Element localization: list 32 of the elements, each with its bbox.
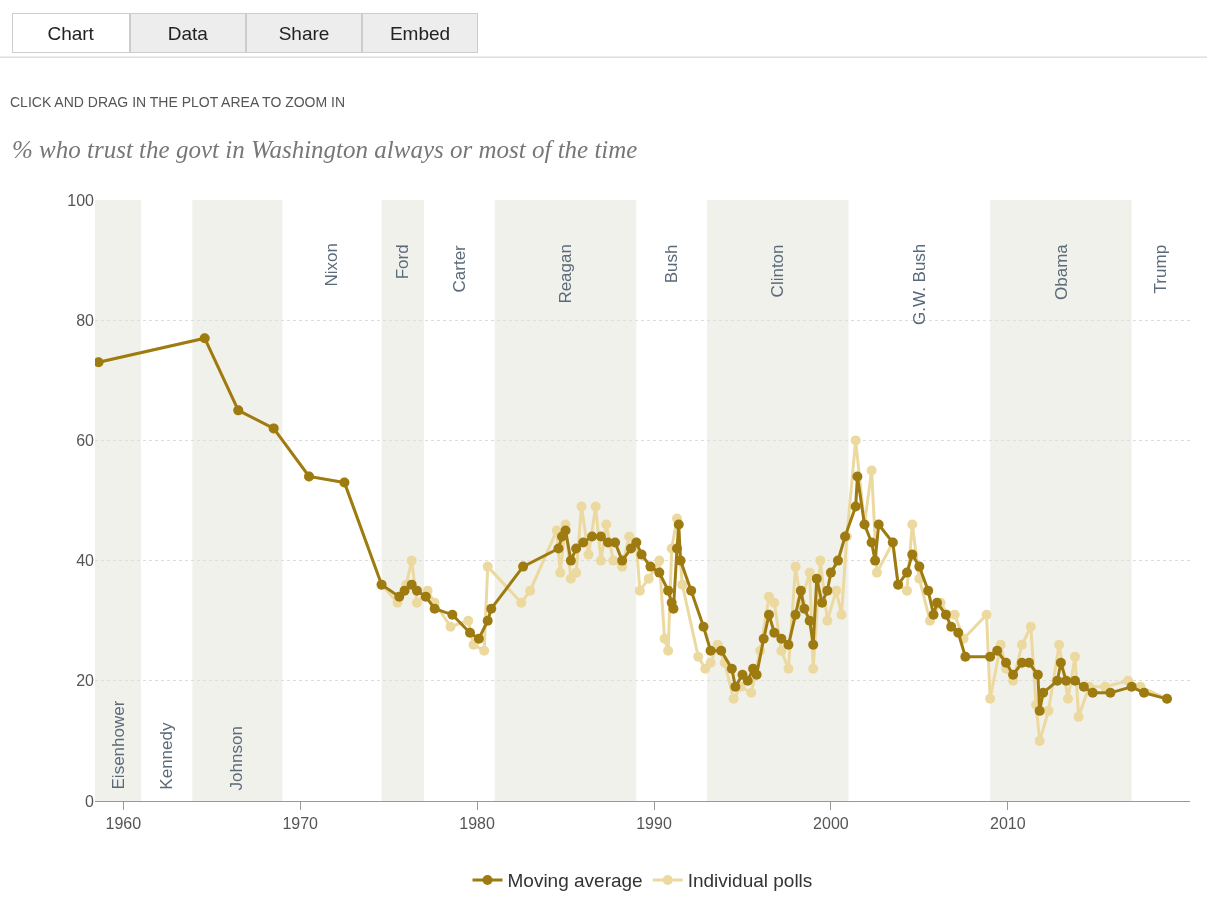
legend-label: Moving average — [507, 870, 643, 892]
text: Embed — [389, 22, 451, 44]
annotation: Carter — [450, 244, 470, 293]
annotation: Kennedy — [156, 722, 176, 790]
y-tick-label: 100 — [67, 191, 95, 209]
annotation: G.W. Bush — [909, 243, 929, 325]
text: Share — [278, 22, 330, 44]
annotation: Trump — [1151, 244, 1171, 294]
band-label: Johnson — [227, 726, 247, 791]
x-tick-label: 1960 — [105, 815, 142, 833]
band-label: Ford — [393, 244, 413, 280]
text: CLICK AND DRAG IN THE PLOT AREA TO ZOOM IN — [10, 94, 346, 110]
band-label: Obama — [1051, 243, 1071, 300]
x-tick-label: 1990 — [636, 815, 672, 833]
y-tick-label: 80 — [76, 311, 95, 329]
annotation: Bush — [662, 244, 682, 284]
x-tick-label: 1970 — [282, 815, 319, 833]
x-tick-label: 1980 — [459, 815, 495, 833]
chart-title: % who trust the govt in Washington always or most of the time — [12, 135, 638, 163]
y-tick-label: 20 — [76, 672, 95, 690]
y-tick-label: 0 — [85, 792, 95, 810]
band-label: Clinton — [768, 244, 788, 298]
text: Data — [167, 22, 209, 44]
band-label: Eisenhower — [108, 700, 128, 790]
annotation: Nixon — [322, 243, 342, 287]
y-tick-label: 40 — [76, 552, 95, 570]
x-tick-label: 2010 — [989, 815, 1026, 833]
x-tick-label: 2000 — [813, 815, 849, 833]
band-label: Reagan — [556, 244, 576, 304]
legend-label: Individual polls — [687, 870, 813, 892]
text: Chart — [47, 22, 95, 44]
y-tick-label: 60 — [76, 432, 95, 449]
